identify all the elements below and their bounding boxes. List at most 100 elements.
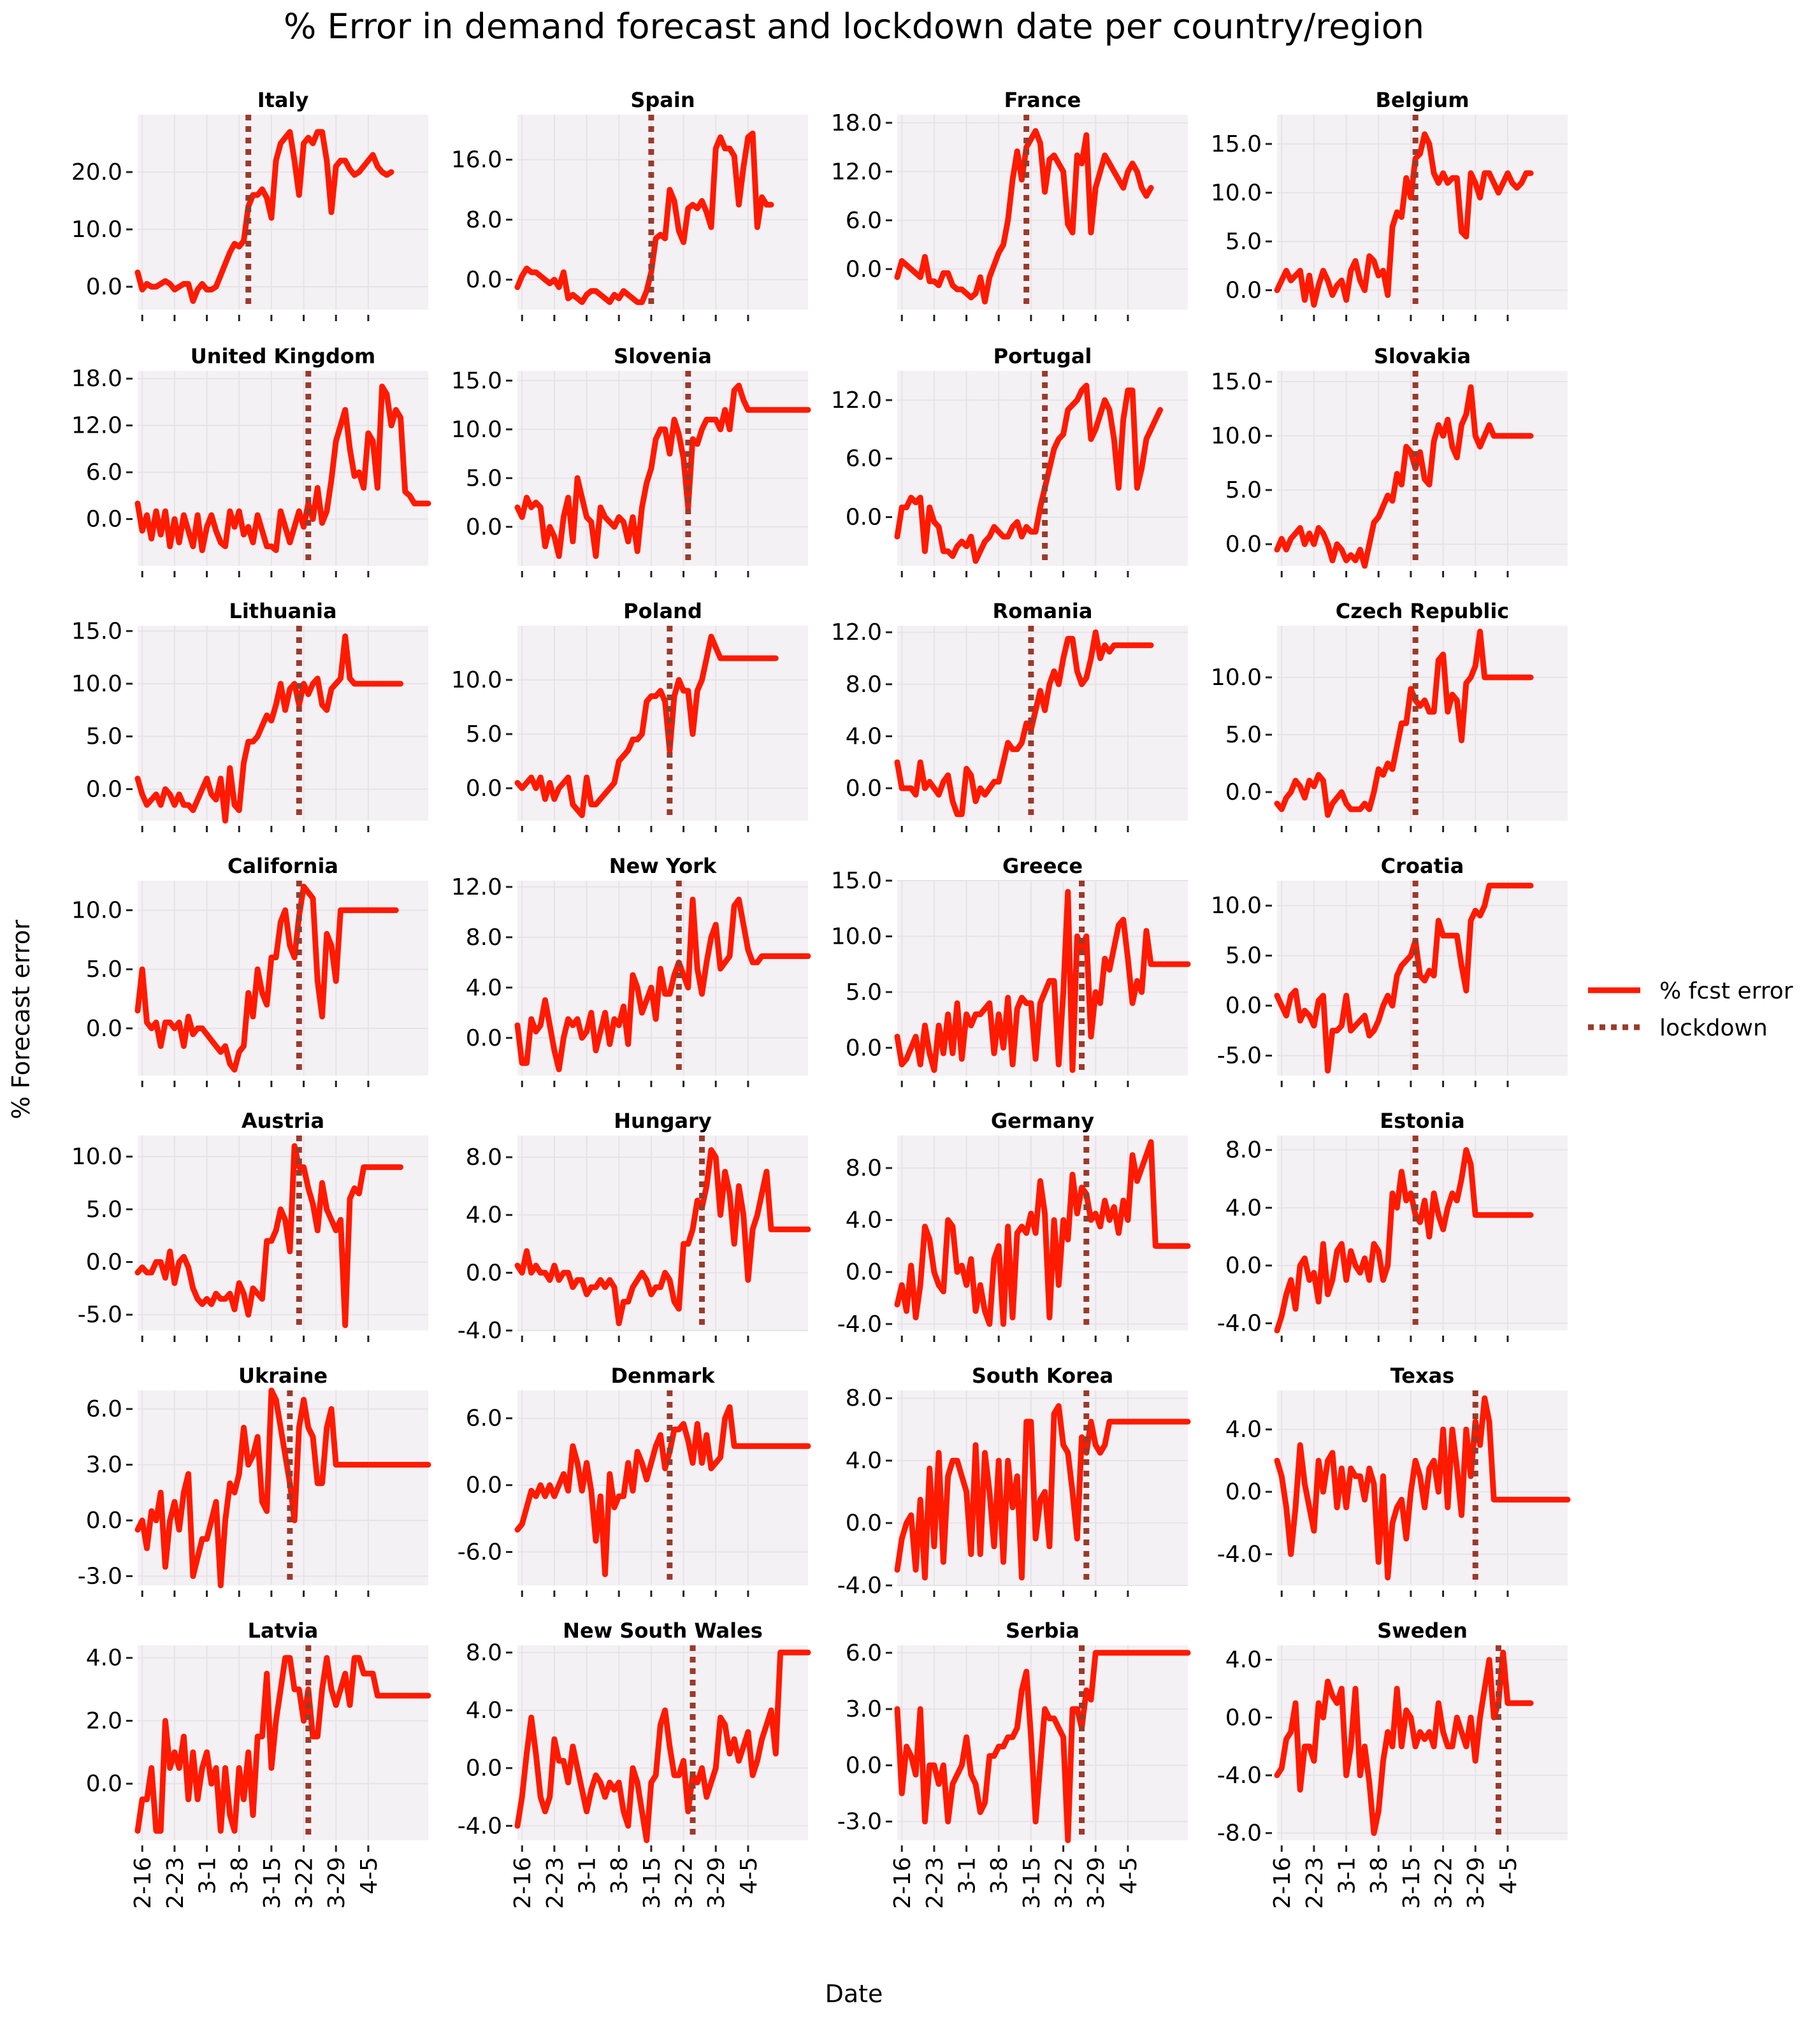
forecast-error-line (1274, 628, 1534, 818)
y-tick-label: 0.0 (846, 776, 882, 802)
y-tick-label: 8.0 (846, 672, 882, 698)
forecast-error-line (134, 1143, 404, 1329)
panel: -4.0 0.0 4.0 8.0 Hungary (458, 1109, 811, 1344)
y-tick-label: -4.0 (1217, 1541, 1262, 1568)
y-tick-label: 0.0 (466, 267, 502, 293)
x-tick-label: 2-16 (510, 1857, 536, 1909)
x-tick-label: 2-16 (1269, 1857, 1296, 1909)
y-tick-label: 0.0 (86, 776, 122, 802)
y-tick-label: 5.0 (86, 724, 122, 750)
y-tick-label: 4.0 (846, 1448, 882, 1474)
panel-title: Poland (623, 599, 702, 623)
panel-title: Belgium (1375, 88, 1469, 112)
y-tick-label: 20.0 (71, 159, 122, 185)
panel: 0.0 5.0 10.0 15.0 Slovakia (1211, 344, 1568, 577)
x-tick-label: 3-1 (575, 1857, 601, 1894)
y-tick-label: 0.0 (1225, 1479, 1262, 1505)
y-tick-label: -3.0 (837, 1809, 882, 1835)
forecast-error-line (134, 1387, 431, 1589)
y-tick-label: 0.0 (86, 1508, 122, 1534)
panel-background (1277, 1645, 1568, 1840)
panel: 0.0 5.0 10.0 Czech Republic (1211, 599, 1568, 832)
y-tick-label: 16.0 (451, 147, 502, 173)
y-tick-label: 12.0 (451, 874, 502, 900)
panel: 0.0 4.0 8.0 12.0 New York (451, 854, 811, 1087)
forecast-error-line (134, 883, 399, 1073)
y-tick-label: 4.0 (846, 723, 882, 749)
y-tick-label: 10.0 (71, 897, 122, 923)
forecast-error-line (894, 1650, 1191, 1843)
panel-title: South Korea (972, 1364, 1113, 1388)
panel-background (1277, 1136, 1568, 1331)
forecast-error-line (514, 897, 811, 1072)
y-tick-label: 6.0 (846, 1640, 882, 1666)
y-tick-label: 0.0 (1225, 1253, 1262, 1279)
y-tick-label: 0.0 (466, 776, 502, 802)
y-tick-label: 5.0 (466, 465, 502, 491)
forecast-error-line (1274, 1395, 1571, 1581)
panel: 0.0 5.0 10.0 California (71, 854, 428, 1087)
y-tick-label: 10.0 (71, 1144, 122, 1170)
y-tick-label: 0.0 (86, 1771, 122, 1797)
panel: 0.0 4.0 8.0 12.0 Romania (831, 599, 1188, 832)
panel: -4.0 0.0 4.0 Texas (1217, 1364, 1571, 1597)
forecast-error-line (514, 1649, 811, 1843)
y-tick-label: 10.0 (451, 667, 502, 693)
x-tick-label: 3-1 (955, 1857, 981, 1894)
y-tick-label: 0.0 (86, 507, 122, 533)
y-tick-label: 0.0 (466, 1473, 502, 1499)
y-tick-label: 10.0 (1211, 893, 1262, 919)
panel: -6.0 0.0 6.0 Denmark (458, 1364, 811, 1597)
y-tick-label: 15.0 (71, 618, 122, 644)
panel-title: France (1004, 88, 1081, 112)
panel-title: Texas (1390, 1364, 1455, 1388)
legend-label-lockdown: lockdown (1659, 1015, 1768, 1041)
panel-title: Croatia (1381, 854, 1464, 878)
y-tick-label: 8.0 (1225, 1137, 1262, 1164)
y-tick-label: 4.0 (846, 1208, 882, 1234)
x-tick-label: 3-22 (672, 1857, 698, 1909)
y-tick-label: 4.0 (466, 1698, 502, 1724)
forecast-error-line (1274, 883, 1534, 1074)
panel-title: Spain (630, 88, 695, 112)
y-tick-label: 0.0 (1225, 277, 1262, 303)
x-tick-label: 4-5 (356, 1857, 382, 1894)
y-tick-label: 5.0 (1225, 943, 1262, 969)
x-tick-label: 4-5 (1116, 1857, 1142, 1894)
panel-background (517, 1136, 808, 1331)
y-tick-label: 0.0 (846, 505, 882, 531)
forecast-error-line (134, 129, 394, 304)
y-tick-label: 15.0 (831, 868, 882, 894)
x-tick-label: 3-15 (259, 1857, 285, 1909)
panel: 0.0 10.0 20.0 Italy (71, 88, 428, 321)
forecast-error-line (514, 382, 811, 559)
panel-title: New South Wales (563, 1619, 763, 1643)
y-tick-label: -3.0 (78, 1563, 122, 1589)
x-tick-label: 3-8 (986, 1857, 1013, 1894)
y-tick-label: 6.0 (846, 446, 882, 472)
y-tick-label: 4.0 (466, 975, 502, 1001)
x-tick-label: 3-22 (1431, 1857, 1457, 1909)
panel-title: Slovenia (614, 344, 712, 368)
panel: -3.0 0.0 3.0 6.0 Ukraine (78, 1364, 431, 1597)
y-tick-label: 0.0 (466, 514, 502, 540)
y-tick-label: 5.0 (86, 1197, 122, 1223)
panel-title: United Kingdom (191, 344, 375, 368)
forecast-error-line (1274, 384, 1534, 569)
panel-background (517, 371, 808, 566)
y-tick-label: 4.0 (1225, 1195, 1262, 1221)
forecast-error-line (1274, 1649, 1534, 1836)
y-tick-label: 4.0 (466, 1202, 502, 1229)
y-tick-label: 10.0 (71, 217, 122, 243)
y-tick-label: 8.0 (846, 1385, 882, 1411)
y-tick-label: 4.0 (1225, 1647, 1262, 1673)
y-tick-label: 0.0 (846, 1259, 882, 1285)
y-tick-label: 6.0 (846, 208, 882, 234)
y-tick-label: 15.0 (1211, 369, 1262, 395)
y-tick-label: -6.0 (458, 1540, 502, 1566)
panel: 0.0 5.0 10.0 15.0 Slovenia (451, 344, 811, 577)
